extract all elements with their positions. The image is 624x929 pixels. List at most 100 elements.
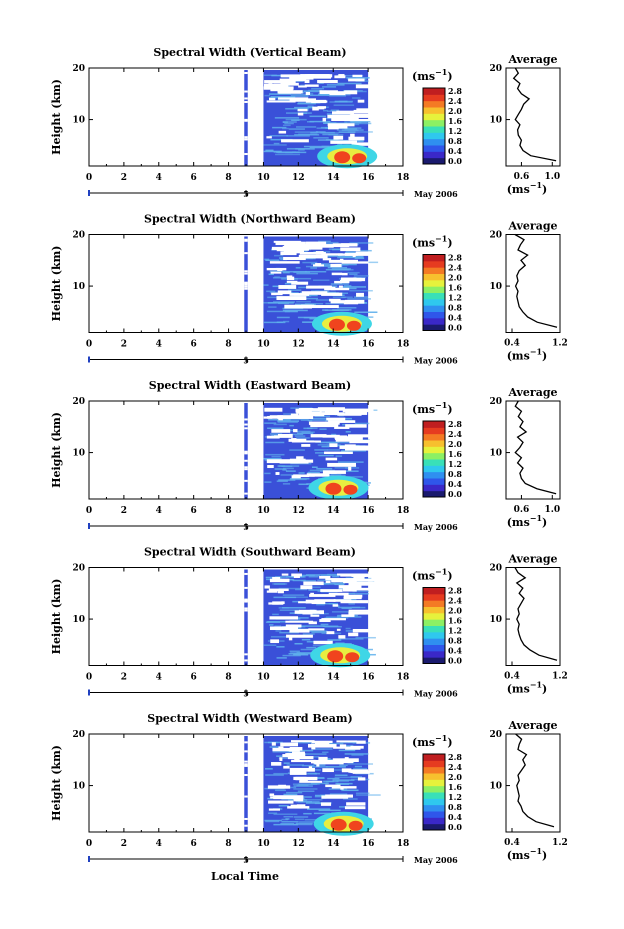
colorbar-tick-label: 2.4 xyxy=(448,96,462,106)
peak-width-spot xyxy=(334,151,351,164)
data-streak xyxy=(355,792,370,795)
data-streak xyxy=(318,255,342,257)
data-streak xyxy=(294,106,316,109)
colorbar: 0.00.40.81.21.62.02.42.8 (ms−1) xyxy=(412,400,462,499)
missing-data-gap xyxy=(244,653,248,656)
missing-data-gap xyxy=(271,762,282,766)
panel-5: Spectral Width (Westward Beam) 0 2 4 6 8 10 12 1… xyxy=(50,712,568,865)
missing-data-gap xyxy=(286,634,313,638)
average-x-unit: (ms−1) xyxy=(507,513,548,529)
colorbar-swatch xyxy=(423,119,445,127)
missing-data-gap xyxy=(272,601,284,605)
y-tick-label: 20 xyxy=(72,397,85,407)
missing-data-gap xyxy=(298,408,314,411)
missing-data-gap xyxy=(291,250,305,254)
missing-data-gap xyxy=(331,786,357,789)
x-tick-label: 14 xyxy=(327,506,340,516)
missing-data-gap xyxy=(310,424,339,428)
missing-data-gap xyxy=(312,106,319,111)
data-streak xyxy=(270,96,296,98)
data-streak xyxy=(265,259,280,261)
data-streak xyxy=(282,469,287,471)
colorbar-tick-label: 0.0 xyxy=(448,656,462,666)
missing-data-gap xyxy=(311,740,333,744)
data-streak xyxy=(324,625,342,628)
missing-data-gap xyxy=(341,614,355,617)
data-streak xyxy=(285,118,307,121)
x-tick-label: 8 xyxy=(225,673,231,683)
missing-data-gap xyxy=(244,153,248,156)
missing-data-gap xyxy=(269,415,283,419)
missing-data-gap xyxy=(310,305,339,309)
missing-data-gap xyxy=(310,434,327,438)
missing-data-gap xyxy=(325,457,338,461)
x-tick-label: 8 xyxy=(225,173,231,183)
missing-data-gap xyxy=(342,408,374,413)
missing-data-gap xyxy=(334,280,342,284)
missing-data-gap xyxy=(289,747,303,751)
data-streak xyxy=(307,105,314,108)
data-streak xyxy=(341,450,367,452)
missing-data-gap xyxy=(244,97,248,100)
x-tick-label: 14 xyxy=(327,340,340,350)
data-streak xyxy=(341,286,367,288)
colorbar-tick-label: 0.0 xyxy=(448,489,462,499)
data-streak xyxy=(272,126,287,129)
data-streak xyxy=(324,617,349,619)
data-streak xyxy=(273,823,299,826)
missing-data-gap xyxy=(320,589,343,592)
data-streak xyxy=(263,321,286,324)
missing-data-gap xyxy=(269,578,290,583)
data-streak xyxy=(332,779,355,781)
data-streak xyxy=(294,131,319,133)
missing-data-gap xyxy=(311,759,341,764)
y-tick-label: 10 xyxy=(72,782,85,792)
data-streak xyxy=(303,145,330,148)
peak-width-spot xyxy=(348,820,363,831)
data-streak xyxy=(298,472,305,474)
missing-data-gap xyxy=(343,594,363,598)
missing-data-gap xyxy=(344,806,366,810)
missing-data-gap xyxy=(279,78,307,82)
missing-data-gap xyxy=(296,804,306,809)
data-streak xyxy=(323,782,328,785)
y-tick-label: 10 xyxy=(72,615,85,625)
average-profile: Average 10 20 0.6 1.0(ms−1) xyxy=(489,53,561,196)
x-tick-label: 14 xyxy=(327,673,340,683)
colorbar-swatch xyxy=(423,427,445,435)
missing-data-gap xyxy=(271,246,293,251)
data-streak xyxy=(308,89,322,92)
data-streak xyxy=(265,453,285,456)
missing-data-gap xyxy=(333,746,357,749)
data-streak xyxy=(303,90,322,93)
data-streak xyxy=(264,481,272,483)
colorbar-swatch xyxy=(423,760,445,768)
missing-data-gap xyxy=(284,244,314,249)
missing-data-gap xyxy=(330,263,342,268)
colorbar-swatch xyxy=(423,644,445,652)
data-streak xyxy=(338,749,356,752)
average-x-unit: (ms−1) xyxy=(507,180,548,196)
data-streak xyxy=(269,135,288,137)
colorbar-swatch xyxy=(423,631,445,639)
data-streak xyxy=(338,638,364,640)
y-tick-label: 20 xyxy=(72,64,85,74)
data-streak xyxy=(282,654,301,657)
missing-data-gap xyxy=(349,439,375,444)
missing-data-gap xyxy=(344,444,356,448)
missing-data-gap xyxy=(244,459,248,462)
data-streak xyxy=(334,583,345,586)
average-x-tick-label: 0.4 xyxy=(504,838,520,848)
data-streak xyxy=(301,638,311,641)
data-streak xyxy=(272,583,288,585)
missing-data-gap xyxy=(305,100,328,103)
missing-data-gap xyxy=(336,628,341,631)
missing-data-gap xyxy=(328,259,358,263)
data-streak xyxy=(322,86,337,88)
data-streak xyxy=(276,480,288,482)
data-streak xyxy=(280,823,294,825)
x-tick-label: 16 xyxy=(362,673,375,683)
missing-data-gap xyxy=(322,258,332,261)
data-streak xyxy=(269,624,274,626)
